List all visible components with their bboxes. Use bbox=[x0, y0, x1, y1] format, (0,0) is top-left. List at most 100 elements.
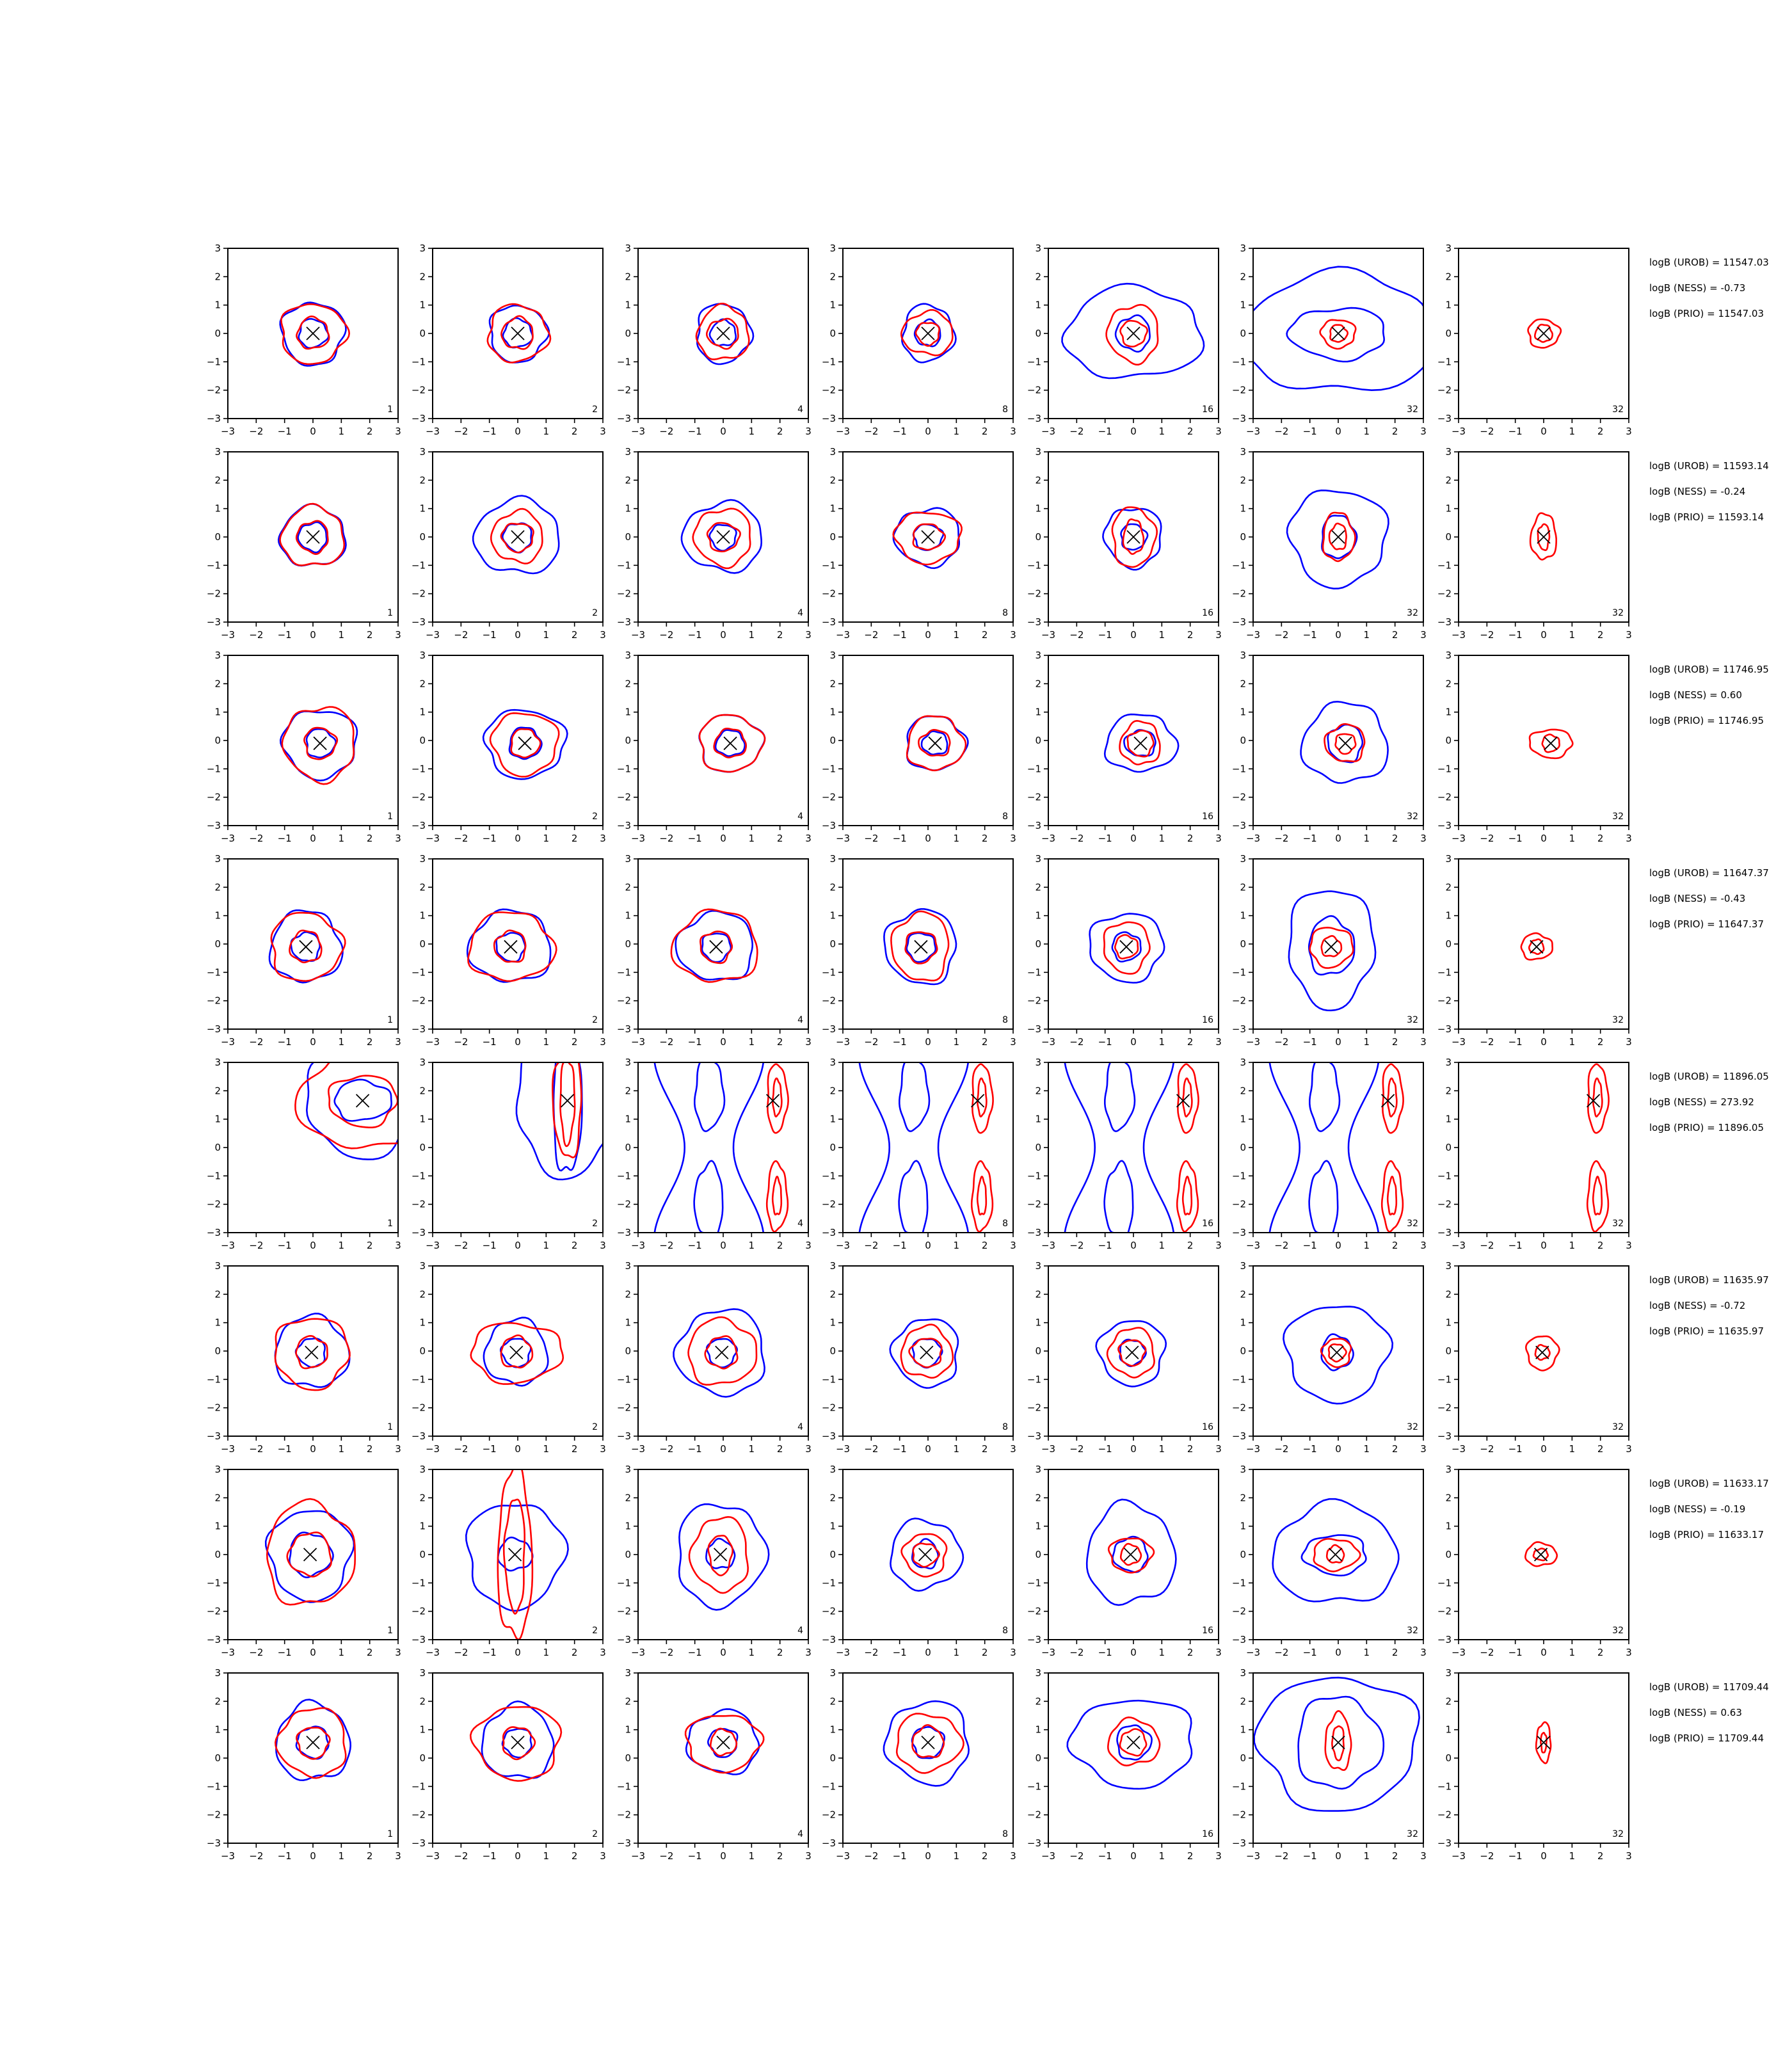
x-tick-label: −3 bbox=[426, 1240, 440, 1251]
y-tick-label: −3 bbox=[1027, 1837, 1041, 1849]
x-tick-label: −1 bbox=[278, 833, 292, 844]
blue-contour-level-2 bbox=[911, 1538, 940, 1570]
marker-x-stroke-b bbox=[1133, 736, 1148, 751]
x-tick-label: 2 bbox=[777, 1850, 783, 1862]
y-tick-label: −3 bbox=[617, 1430, 631, 1442]
red-contour-level-1 bbox=[1320, 1338, 1352, 1368]
x-tick-label: 3 bbox=[1420, 1036, 1427, 1048]
y-tick-label: 2 bbox=[419, 1288, 426, 1300]
x-tick-label: −2 bbox=[249, 833, 263, 844]
x-tick-label: 1 bbox=[1364, 426, 1370, 437]
x-tick-label: 0 bbox=[1335, 629, 1341, 641]
red-contour-level-2 bbox=[295, 1334, 328, 1370]
x-tick-label: 3 bbox=[1420, 833, 1427, 844]
red-contour-level-2 bbox=[912, 1542, 940, 1568]
x-tick-label: −1 bbox=[1098, 1850, 1112, 1862]
panel-plot-area bbox=[1529, 512, 1557, 561]
y-tick-label: 2 bbox=[1240, 1288, 1246, 1300]
panel-corner-label: 32 bbox=[1612, 404, 1624, 415]
y-tick-label: 3 bbox=[214, 1260, 221, 1272]
y-tick-label: 1 bbox=[1035, 910, 1041, 922]
panel-plot-area bbox=[486, 303, 552, 364]
y-tick-label: 1 bbox=[829, 1724, 836, 1736]
panel-corner-label: 4 bbox=[797, 1422, 803, 1432]
x-tick-label: 2 bbox=[1392, 629, 1398, 641]
red-contour-level-1 bbox=[1309, 926, 1354, 969]
y-tick-label: 0 bbox=[1445, 735, 1452, 746]
y-tick-label: −3 bbox=[1437, 413, 1452, 424]
x-tick-label: 0 bbox=[925, 1240, 931, 1251]
y-tick-label: 2 bbox=[625, 474, 631, 486]
x-tick-label: −3 bbox=[836, 1850, 850, 1862]
y-tick-label: −2 bbox=[822, 1809, 836, 1821]
panel-corner-label: 32 bbox=[1612, 1626, 1624, 1636]
y-tick-label: 1 bbox=[214, 1521, 221, 1532]
x-tick-label: −1 bbox=[893, 1036, 907, 1048]
x-tick-label: 2 bbox=[367, 1240, 373, 1251]
red-contour-level-1 bbox=[900, 1324, 954, 1379]
y-tick-label: 3 bbox=[1240, 853, 1246, 865]
x-tick-label: −3 bbox=[836, 426, 850, 437]
stat-line: logB (UROB) = 11647.37 bbox=[1649, 867, 1769, 879]
blue-contour-level-1 bbox=[1286, 489, 1389, 590]
red-contour-level-1 bbox=[692, 508, 751, 570]
y-tick-label: −2 bbox=[1232, 1199, 1246, 1210]
x-tick-label: −2 bbox=[454, 833, 468, 844]
panel-corner-label: 32 bbox=[1612, 812, 1624, 822]
panel-plot-area bbox=[1066, 1699, 1193, 1790]
panel-corner-label: 1 bbox=[387, 1219, 393, 1229]
x-tick-label: 2 bbox=[367, 1443, 373, 1455]
y-tick-label: −3 bbox=[822, 1837, 836, 1849]
red-contour-level-1 bbox=[1520, 932, 1553, 961]
y-tick-label: 3 bbox=[214, 853, 221, 865]
y-tick-label: −3 bbox=[1437, 820, 1452, 831]
panel-corner-label: 1 bbox=[387, 404, 393, 415]
blue-contour-level-1 bbox=[482, 708, 568, 780]
row-stats-5: logB (UROB) = 11896.05 logB (NESS) = 273.… bbox=[1649, 1071, 1769, 1133]
red-contour-lower-level-1 bbox=[1176, 1160, 1199, 1233]
y-tick-label: −2 bbox=[822, 1199, 836, 1210]
marker-x-stroke-b bbox=[1126, 326, 1140, 340]
marker-x-stroke-b bbox=[305, 1345, 319, 1359]
x-tick-label: 0 bbox=[1540, 1647, 1547, 1658]
x-tick-label: −2 bbox=[1480, 629, 1494, 641]
marker-x-stroke-b bbox=[1330, 1345, 1344, 1359]
x-tick-label: 0 bbox=[1130, 1240, 1137, 1251]
y-tick-label: 2 bbox=[419, 1085, 426, 1096]
x-tick-label: 1 bbox=[1364, 833, 1370, 844]
panel-r8-c7: −3 3 −2 2 −1 1 0 0 1 −1 2 −2 3 −3 32 bbox=[1437, 1667, 1632, 1862]
y-tick-label: 1 bbox=[1445, 503, 1452, 515]
panel-corner-label: 32 bbox=[1407, 1015, 1418, 1025]
x-tick-label: −3 bbox=[1246, 833, 1260, 844]
blue-contour-level-2 bbox=[1297, 1695, 1385, 1790]
panel-frame bbox=[432, 655, 604, 826]
red-contour-level-2 bbox=[559, 1062, 576, 1148]
x-tick-label: −2 bbox=[659, 1036, 673, 1048]
red-contour-level-1 bbox=[486, 303, 552, 364]
y-tick-label: −3 bbox=[822, 1430, 836, 1442]
x-tick-label: −1 bbox=[1303, 1240, 1317, 1251]
panel-plot-area bbox=[673, 1308, 765, 1398]
y-tick-label: 2 bbox=[1035, 271, 1041, 282]
blue-contour-level-1 bbox=[1061, 282, 1205, 380]
row-stats-3: logB (UROB) = 11746.95 logB (NESS) = 0.60… bbox=[1649, 664, 1769, 726]
stat-line: logB (PRIO) = 11896.05 bbox=[1649, 1122, 1764, 1133]
marker-x-stroke-b bbox=[299, 940, 313, 954]
x-tick-label: 0 bbox=[310, 1850, 316, 1862]
y-tick-label: 1 bbox=[625, 910, 631, 922]
panel-r8-c3: −3 3 −2 2 −1 1 0 0 1 −1 2 −2 3 −3 4 bbox=[617, 1667, 812, 1862]
y-tick-label: 2 bbox=[1445, 1288, 1452, 1300]
x-tick-label: −1 bbox=[278, 1850, 292, 1862]
x-tick-label: −1 bbox=[1098, 1443, 1112, 1455]
y-tick-label: −2 bbox=[617, 1402, 631, 1414]
x-tick-label: 0 bbox=[1540, 1850, 1547, 1862]
y-tick-label: 0 bbox=[1035, 1345, 1041, 1357]
panel-corner-label: 1 bbox=[387, 812, 393, 822]
y-tick-label: 0 bbox=[419, 735, 426, 746]
panel-plot-area bbox=[1089, 913, 1165, 984]
x-tick-label: 3 bbox=[1420, 629, 1427, 641]
x-tick-label: −1 bbox=[483, 629, 497, 641]
red-contour-level-1 bbox=[274, 1318, 351, 1391]
panel-frame bbox=[637, 655, 809, 826]
y-tick-label: −3 bbox=[412, 1430, 426, 1442]
